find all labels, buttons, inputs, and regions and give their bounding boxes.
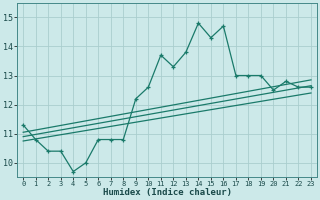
X-axis label: Humidex (Indice chaleur): Humidex (Indice chaleur) [103,188,232,197]
